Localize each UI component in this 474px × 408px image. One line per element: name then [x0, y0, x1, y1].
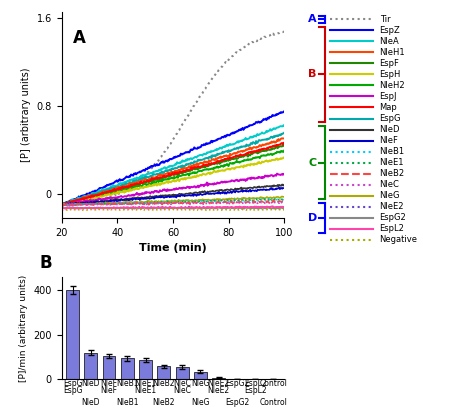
- Text: NleD: NleD: [82, 379, 100, 388]
- Text: NleE2: NleE2: [208, 386, 230, 395]
- Text: EspG: EspG: [63, 386, 82, 395]
- Text: EspH: EspH: [380, 70, 401, 79]
- X-axis label: Time (min): Time (min): [139, 243, 207, 253]
- Bar: [157, 366, 170, 379]
- Text: EspG: EspG: [380, 114, 401, 123]
- Bar: [139, 360, 152, 379]
- Text: EspG: EspG: [63, 379, 82, 388]
- Text: NleB2: NleB2: [153, 379, 175, 388]
- Text: Negative: Negative: [380, 235, 418, 244]
- Text: EspL2: EspL2: [244, 386, 266, 395]
- Text: NleF: NleF: [380, 136, 399, 145]
- Text: EspJ: EspJ: [380, 92, 397, 101]
- Text: NleA: NleA: [380, 37, 400, 46]
- Text: Control: Control: [259, 379, 287, 388]
- Text: C: C: [308, 157, 317, 168]
- Text: EspL2: EspL2: [380, 224, 404, 233]
- Y-axis label: [P]/min (arbitrary units): [P]/min (arbitrary units): [19, 275, 28, 381]
- Text: Control: Control: [259, 399, 287, 408]
- Bar: [176, 367, 189, 379]
- Text: EspL2: EspL2: [244, 379, 266, 388]
- Text: EspG2: EspG2: [225, 379, 249, 388]
- Text: B: B: [308, 69, 317, 80]
- Text: NleG: NleG: [191, 399, 210, 408]
- Bar: [66, 290, 79, 379]
- Text: NleH1: NleH1: [380, 48, 405, 57]
- Text: NleB2: NleB2: [153, 399, 175, 408]
- Text: NleE2: NleE2: [208, 379, 230, 388]
- Text: NleB2: NleB2: [380, 169, 405, 178]
- Text: A: A: [308, 14, 317, 24]
- Text: NleC: NleC: [173, 386, 191, 395]
- Text: NleG: NleG: [191, 379, 210, 388]
- Text: NleD: NleD: [82, 399, 100, 408]
- Text: EspG2: EspG2: [380, 213, 406, 222]
- Text: NleE1: NleE1: [380, 158, 404, 167]
- Text: A: A: [73, 29, 86, 47]
- Bar: [84, 353, 97, 379]
- Text: NleE2: NleE2: [380, 202, 404, 211]
- Text: Tir: Tir: [380, 15, 390, 24]
- Bar: [212, 378, 225, 379]
- Text: NleD: NleD: [380, 125, 400, 134]
- Bar: [194, 372, 207, 379]
- Y-axis label: [P] (arbitrary units): [P] (arbitrary units): [21, 68, 31, 162]
- Text: NleB1: NleB1: [116, 399, 138, 408]
- Text: NleF: NleF: [100, 379, 118, 388]
- Text: EspG2: EspG2: [225, 399, 249, 408]
- Text: NleB1: NleB1: [380, 147, 405, 156]
- Text: NleH2: NleH2: [380, 81, 405, 90]
- Text: EspZ: EspZ: [380, 26, 401, 35]
- Text: NleG: NleG: [380, 191, 400, 200]
- Text: NleC: NleC: [173, 379, 191, 388]
- Text: NleB1: NleB1: [116, 379, 138, 388]
- Text: B: B: [39, 254, 52, 273]
- Text: EspF: EspF: [380, 59, 400, 68]
- Text: NleE1: NleE1: [135, 386, 157, 395]
- Bar: [121, 358, 134, 379]
- Text: Map: Map: [380, 103, 397, 112]
- Bar: [103, 356, 116, 379]
- Text: NleC: NleC: [380, 180, 400, 189]
- Text: D: D: [308, 213, 317, 223]
- Text: NleF: NleF: [100, 386, 118, 395]
- Text: NleE1: NleE1: [135, 379, 157, 388]
